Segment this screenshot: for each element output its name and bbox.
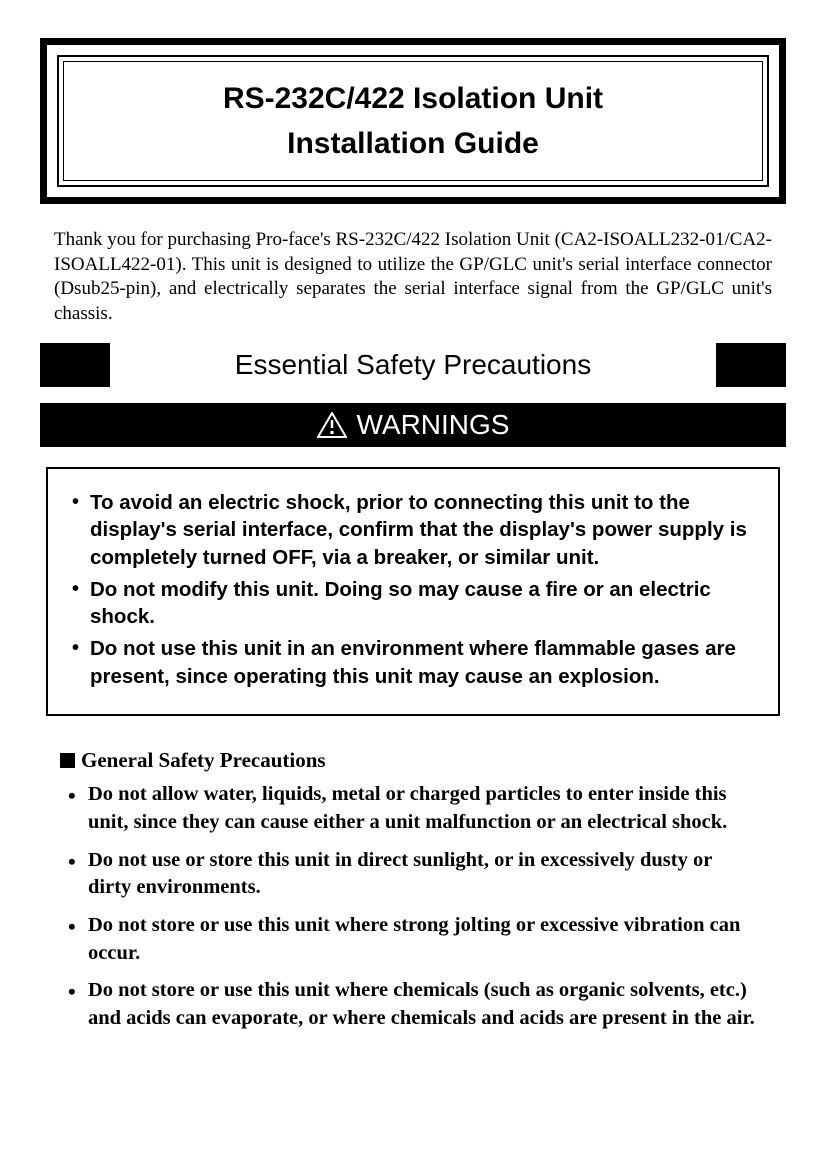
general-item: Do not use or store this unit in direct … (68, 847, 758, 902)
warning-item: Do not use this unit in an environment w… (72, 635, 754, 690)
general-item: Do not store or use this unit where stro… (68, 912, 758, 967)
warning-item: Do not modify this unit. Doing so may ca… (72, 576, 754, 631)
warnings-label: WARNINGS (357, 409, 510, 441)
warnings-list: To avoid an electric shock, prior to con… (72, 489, 754, 691)
section-bar-left-block (40, 343, 110, 387)
title-frame-inner2: RS-232C/422 Isolation Unit Installation … (63, 61, 763, 181)
section-header-bar: Essential Safety Precautions (40, 343, 786, 387)
warnings-box: To avoid an electric shock, prior to con… (46, 467, 780, 717)
warning-item: To avoid an electric shock, prior to con… (72, 489, 754, 572)
title-line-2: Installation Guide (74, 121, 752, 166)
section-header-text: Essential Safety Precautions (110, 343, 716, 387)
title-line-1: RS-232C/422 Isolation Unit (74, 76, 752, 121)
section-bar-right-block (716, 343, 786, 387)
general-heading-text: General Safety Precautions (81, 748, 326, 772)
title-frame-inner: RS-232C/422 Isolation Unit Installation … (57, 55, 769, 187)
warnings-header-bar: WARNINGS (40, 403, 786, 447)
general-item: Do not store or use this unit where chem… (68, 977, 758, 1032)
general-precautions-heading: General Safety Precautions (60, 748, 766, 773)
warning-triangle-icon (317, 412, 347, 438)
title-frame-outer: RS-232C/422 Isolation Unit Installation … (40, 38, 786, 204)
general-item: Do not allow water, liquids, metal or ch… (68, 781, 758, 836)
general-precautions-list: Do not allow water, liquids, metal or ch… (68, 781, 758, 1032)
square-bullet-icon (60, 753, 75, 768)
intro-paragraph: Thank you for purchasing Pro-face's RS-2… (54, 228, 772, 327)
